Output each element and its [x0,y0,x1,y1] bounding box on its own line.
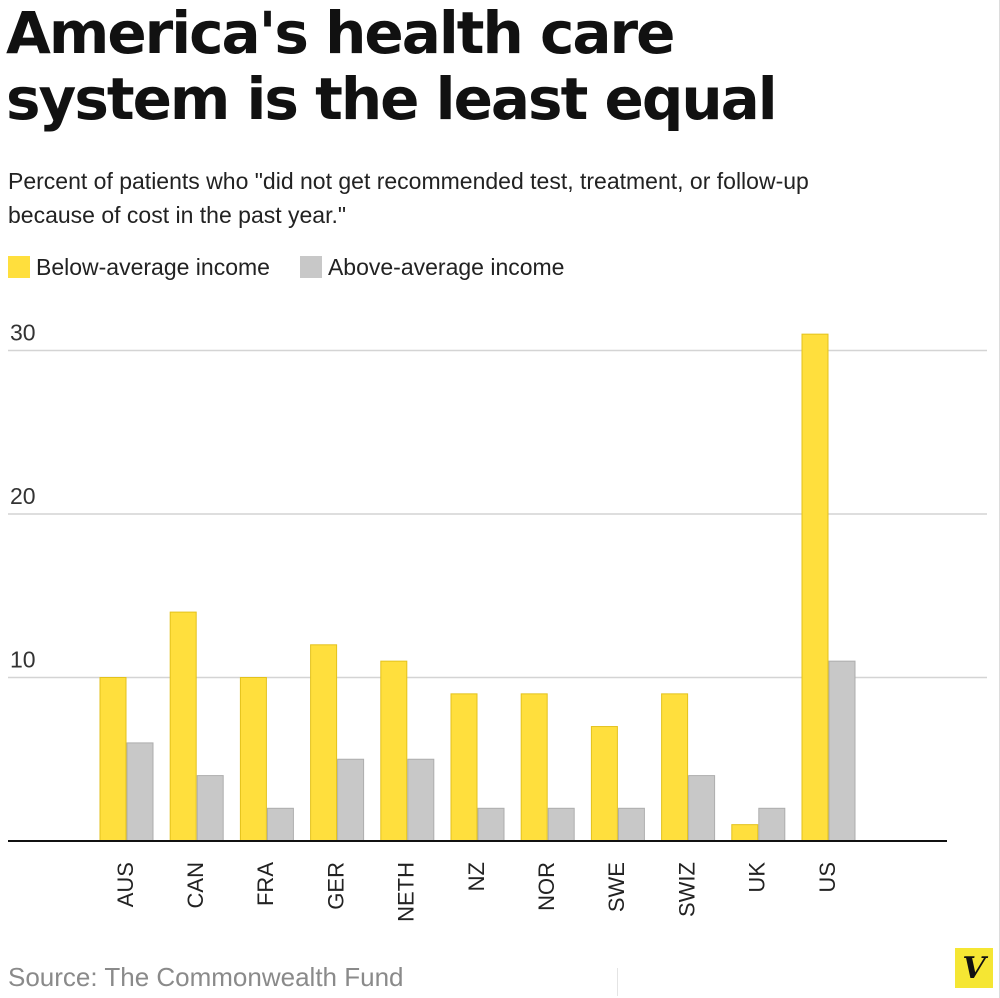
legend-item-below: Below-average income [8,254,270,281]
y-tick-label-30: 30 [10,320,36,346]
bar-below-neth [380,660,408,842]
bar-above-us [828,660,856,842]
bar-above-neth [407,758,435,842]
bar-above-ger [337,758,365,842]
y-tick-label-10: 10 [10,647,36,673]
chart-title: America's health care system is the leas… [6,0,986,132]
bar-above-swiz [688,775,716,842]
bar-above-swe [617,807,645,842]
x-tick-label-ger: GER [323,862,348,910]
bar-above-nz [477,807,505,842]
chart-legend: Below-average income Above-average incom… [8,252,594,282]
legend-label-above: Above-average income [327,253,565,280]
bar-above-fra [266,807,294,842]
legend-swatch-below [8,256,30,278]
bar-above-nor [547,807,575,842]
x-tick-label-uk: UK [745,862,770,893]
legend-item-above: Above-average income [299,253,565,281]
chart-subtitle: Percent of patients who "did not get rec… [8,164,968,232]
x-tick-label-neth: NETH [394,862,419,922]
bar-above-can [196,775,224,842]
chart-subtitle-line-1: Percent of patients who "did not get rec… [8,168,809,194]
bar-below-swe [590,726,618,842]
bar-below-nor [520,693,548,842]
vox-logo-letter: V [962,950,986,986]
x-tick-label-can: CAN [183,862,208,908]
source-divider [617,968,618,996]
x-tick-label-nz: NZ [464,862,489,891]
bar-below-nz [450,693,478,842]
bar-below-us [801,333,829,842]
bar-chart: 10 20 30 AUS CAN FRA GER NETH NZ NOR SWE SWIZ UK US [8,320,987,922]
legend-swatch-above [299,256,322,278]
chart-subtitle-line-2: because of cost in the past year." [8,202,347,228]
y-tick-label-20: 20 [10,483,36,509]
x-tick-label-swe: SWE [604,862,629,912]
bar-above-uk [758,807,786,842]
x-tick-label-aus: AUS [113,862,138,907]
legend-label-below: Below-average income [36,253,270,280]
x-tick-label-nor: NOR [534,862,559,911]
x-tick-label-swiz: SWIZ [674,862,699,917]
bar-below-ger [310,644,338,842]
x-tick-label-fra: FRA [253,862,278,906]
x-tick-label-us: US [815,862,840,893]
bar-below-aus [99,677,127,842]
bar-above-aus [126,742,154,842]
bar-below-can [169,611,197,842]
bar-below-uk [731,824,759,842]
vox-logo: V [955,948,993,988]
source-note: Source: The Commonwealth Fund [8,962,404,992]
bar-below-swiz [661,693,689,842]
bar-below-fra [239,677,267,842]
chart-title-line-2: system is the least equal [6,65,778,133]
chart-title-line-1: America's health care [6,0,675,67]
